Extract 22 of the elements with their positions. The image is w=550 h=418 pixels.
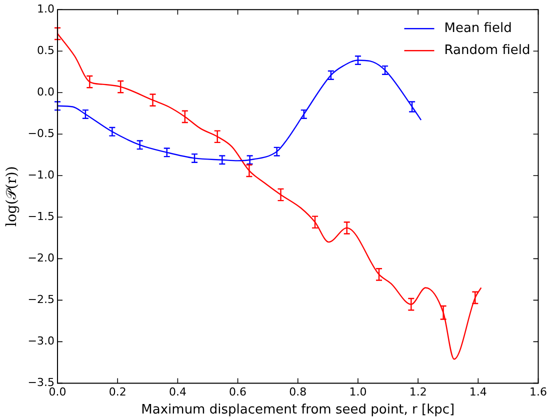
x-tick-label: 0.8 (289, 386, 307, 399)
legend-label: Random field (444, 42, 530, 58)
legend-label: Mean field (444, 20, 512, 36)
y-tick-label: −1.0 (28, 168, 55, 182)
y-tick-label: 0.0 (37, 85, 55, 98)
y-tick-label: −1.5 (28, 210, 55, 224)
y-tick-label: −0.5 (28, 126, 55, 140)
x-tick-label: 1.4 (469, 386, 487, 399)
y-axis-title: log(𝒫(r)) (4, 166, 20, 227)
x-tick-label: 1.2 (409, 386, 427, 399)
y-tick-label: −2.0 (28, 252, 55, 265)
x-axis-title: Maximum displacement from seed point, r [kpc] (141, 402, 455, 418)
x-tick-label: 1.6 (530, 386, 548, 399)
y-tick-label: −2.5 (28, 293, 55, 306)
y-tick-label: −3.0 (28, 334, 55, 348)
x-tick-label: 0.6 (229, 386, 247, 399)
x-tick-label: 0.4 (168, 386, 186, 399)
x-tick-label: 1.0 (349, 386, 367, 399)
x-tick-label: 0.2 (108, 386, 126, 399)
x-tick-label: 0.0 (48, 386, 66, 399)
y-tick-label: 0.5 (37, 44, 55, 57)
y-tick-label: 1.0 (37, 2, 55, 16)
